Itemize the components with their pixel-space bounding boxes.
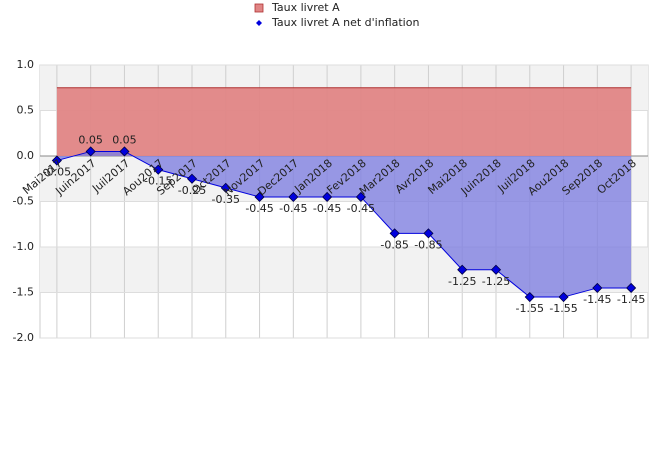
value-label: -0.45	[245, 202, 273, 215]
marker	[254, 191, 265, 203]
area	[56, 87, 632, 156]
value-label: -0.15	[144, 175, 172, 188]
marker	[119, 146, 130, 157]
marker	[423, 228, 434, 239]
value-label: -0.25	[178, 184, 206, 197]
y-tick-label: 1.0	[17, 58, 35, 71]
marker	[592, 282, 603, 294]
marker	[626, 282, 637, 294]
marker	[220, 182, 231, 193]
value-label: -0.85	[414, 238, 442, 251]
value-label: -0.45	[347, 202, 375, 215]
legend: Taux livret A Taux livret A net d'inflati…	[254, 1, 419, 29]
marker	[322, 191, 333, 203]
marker	[524, 291, 535, 303]
y-tick-label: -1.5	[13, 286, 34, 299]
value-label: -1.25	[448, 275, 476, 288]
value-label: -0.45	[313, 202, 341, 215]
value-label: -0.35	[212, 193, 240, 206]
legend-label: Taux livret A	[271, 1, 340, 14]
legend-swatch	[256, 20, 262, 26]
area	[56, 151, 632, 298]
y-tick-label: -0.5	[13, 195, 34, 208]
marker	[355, 191, 366, 203]
marker	[51, 155, 62, 166]
value-label: -1.45	[583, 293, 611, 306]
marker	[186, 173, 198, 184]
value-label: -1.55	[549, 302, 577, 315]
plot: -0.05 0.05 0.05 -0.15 -0.25 -0.35 -0.45 -0.45 -0…	[20, 87, 645, 315]
marker	[288, 191, 299, 203]
value-label: -1.25	[482, 275, 510, 288]
value-label: 0.05	[78, 133, 103, 146]
value-label: -0.45	[279, 202, 307, 215]
line	[56, 150, 632, 298]
marker	[389, 228, 400, 239]
marker	[85, 146, 96, 157]
marker	[457, 264, 468, 275]
marker	[153, 164, 164, 175]
value-label: -1.55	[516, 302, 544, 315]
y-tick-label: 0.5	[17, 104, 35, 117]
y-tick-label: 0.0	[17, 149, 35, 162]
marker	[490, 264, 502, 275]
y-tick-label: -1.0	[13, 240, 34, 253]
value-label: 0.05	[112, 133, 137, 146]
value-label: -1.45	[617, 293, 645, 306]
y-tick-label: -2.0	[13, 331, 34, 344]
legend-label: Taux livret A net d'inflation	[271, 16, 419, 29]
legend-swatch	[254, 3, 264, 13]
value-label: -0.05	[43, 166, 71, 179]
marker	[558, 291, 569, 303]
value-label: -0.85	[380, 238, 408, 251]
